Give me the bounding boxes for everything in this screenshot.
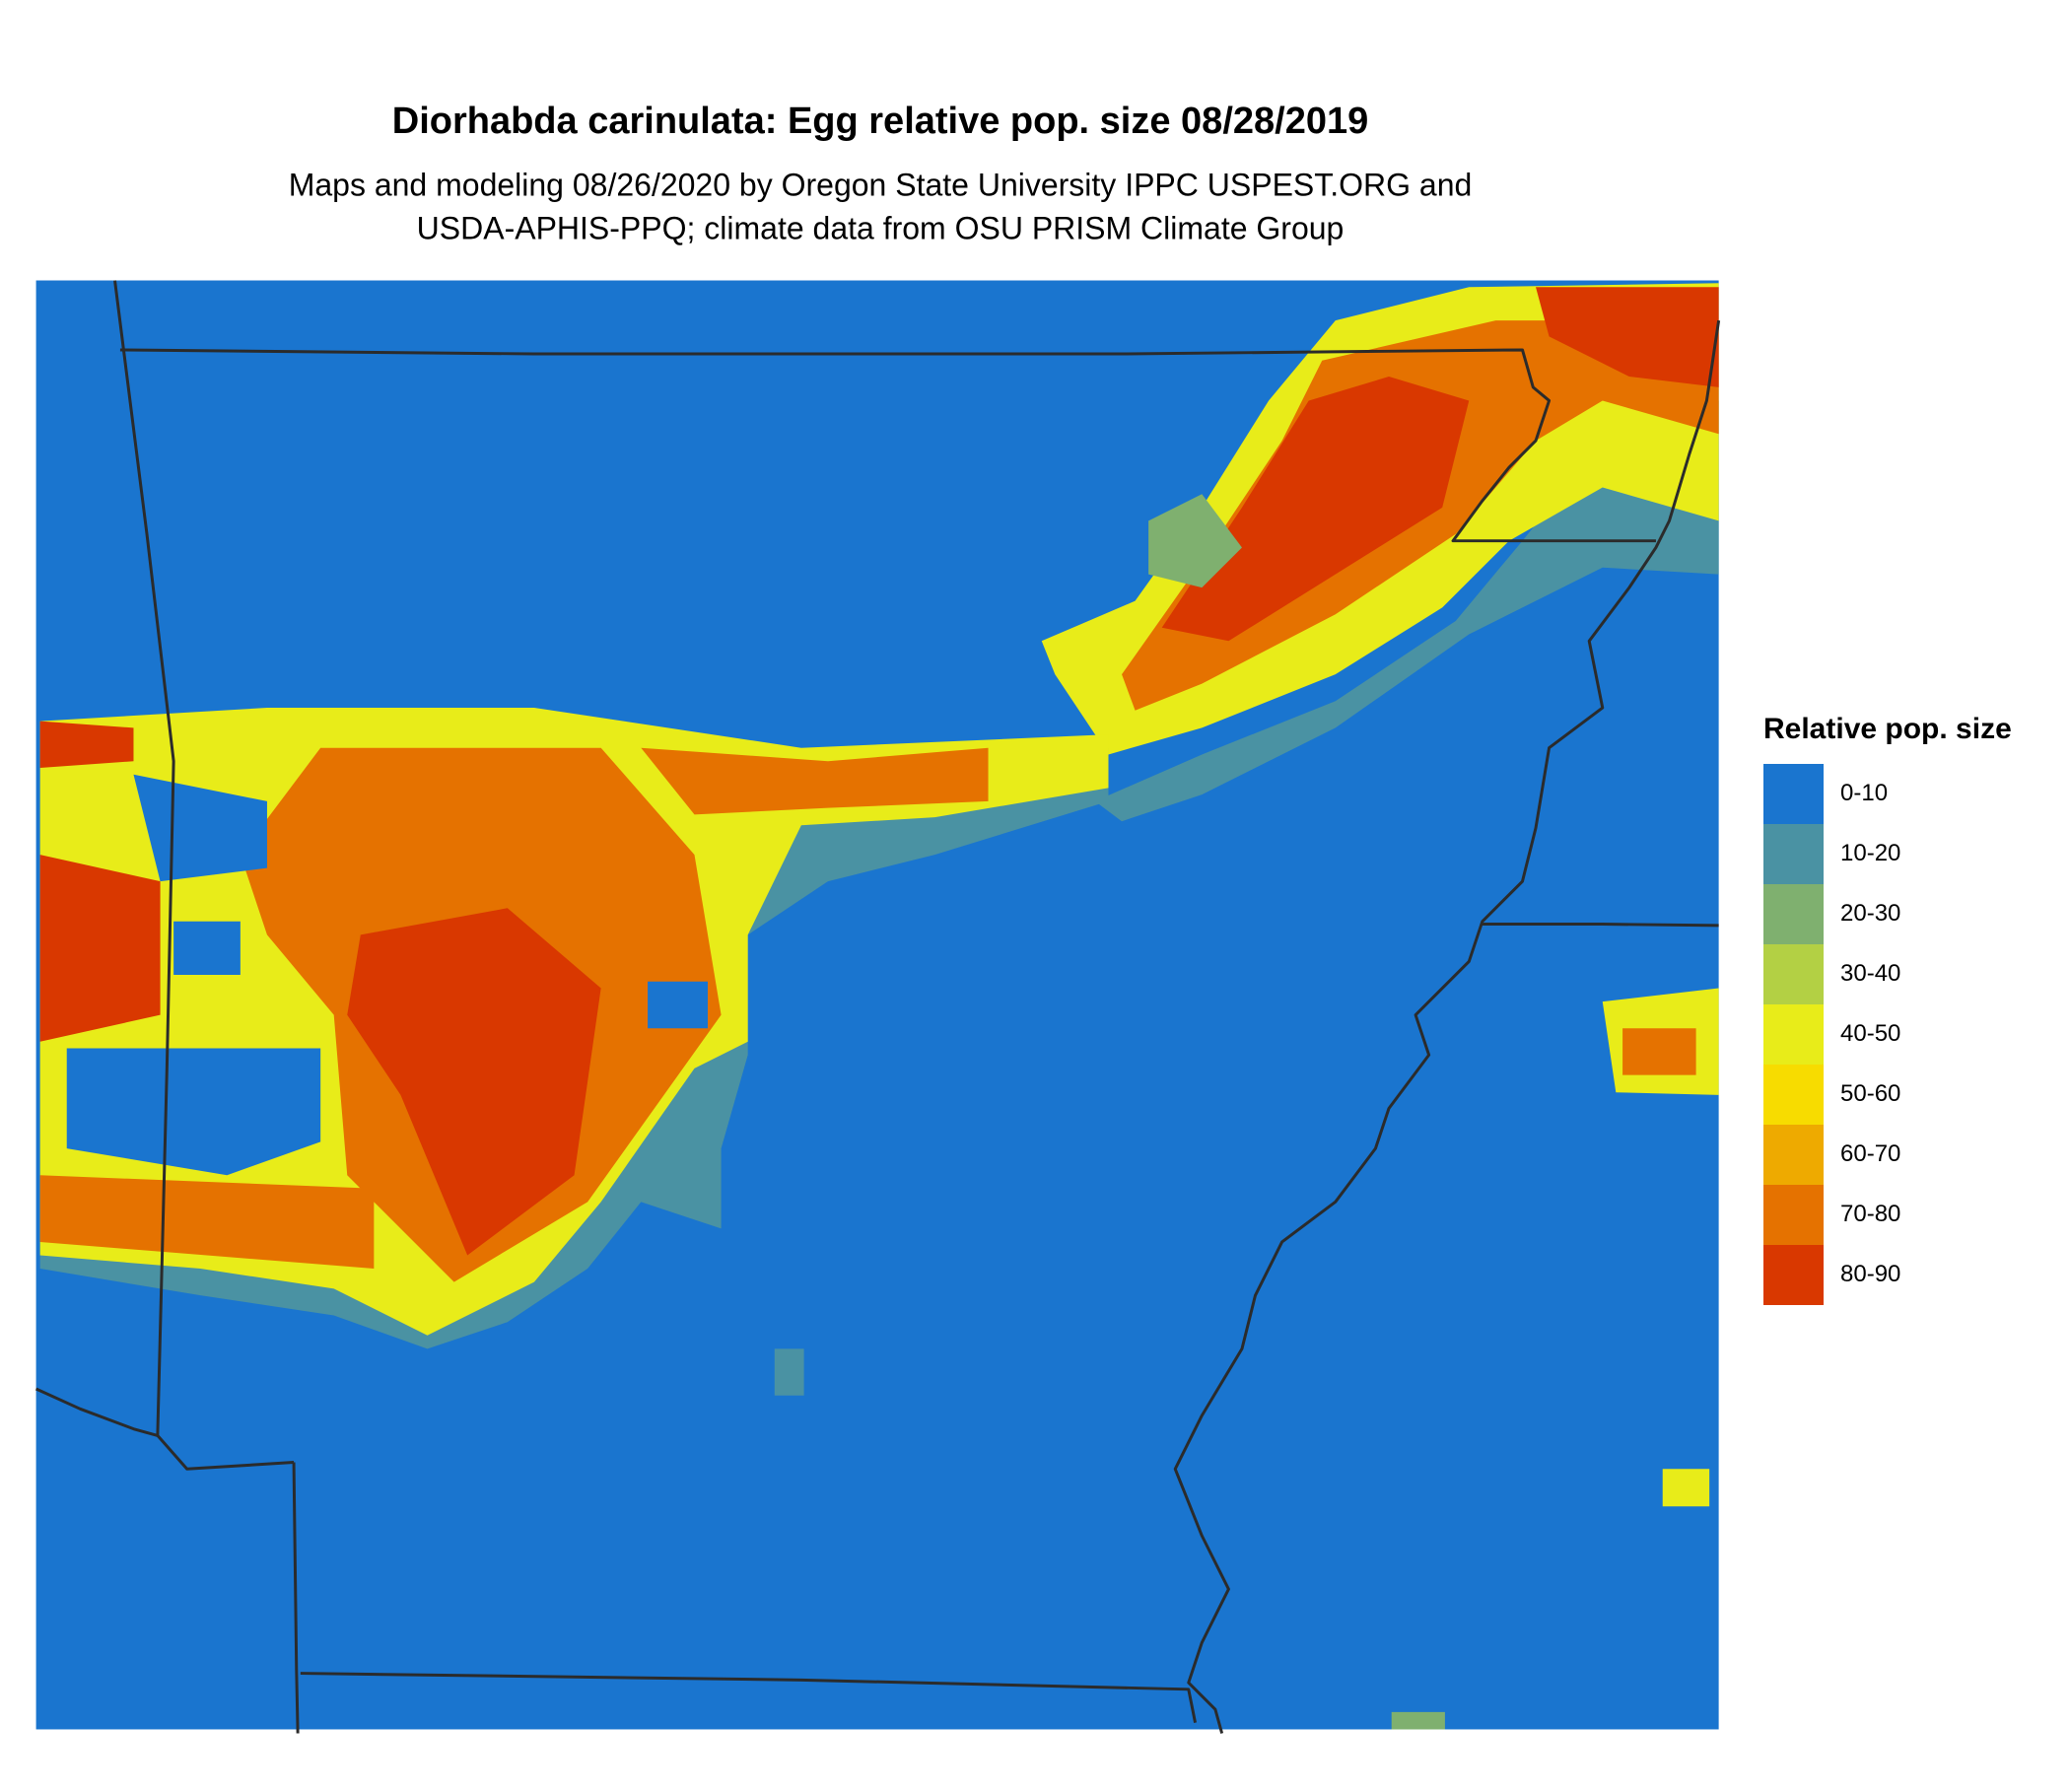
region (1536, 287, 1719, 387)
region (1622, 1028, 1696, 1075)
region (648, 981, 709, 1029)
legend-label: 30-40 (1840, 960, 1900, 987)
map (34, 280, 1721, 1734)
state-border (1482, 923, 1719, 928)
title: Diorhabda carinulata: Egg relative pop. … (392, 101, 1369, 142)
region (173, 921, 241, 976)
region (39, 721, 134, 769)
region (1148, 494, 1242, 588)
region (39, 855, 161, 1042)
legend: 0-10 10-20 20-30 30-40 40-50 50-60 60-70 70-80 8… (1763, 764, 1900, 1305)
legend-label: 50-60 (1840, 1080, 1900, 1107)
state-border (292, 1462, 300, 1734)
legend-label: 10-20 (1840, 840, 1900, 866)
legend-swatch (1763, 1004, 1824, 1065)
state-border (34, 1387, 159, 1437)
legend-label: 0-10 (1840, 780, 1888, 806)
subtitle: Maps and modeling 08/26/2020 by Oregon S… (289, 167, 1473, 202)
legend-swatch (1763, 1125, 1824, 1185)
legend-title: Relative pop. size (1763, 713, 2012, 745)
region (641, 747, 989, 815)
region (774, 1348, 804, 1396)
legend-swatch (1763, 764, 1824, 824)
state-border (300, 1672, 1198, 1723)
legend-swatch (1763, 944, 1824, 1004)
region (347, 908, 601, 1256)
legend-label: 40-50 (1840, 1020, 1900, 1047)
subtitle: USDA-APHIS-PPQ; climate data from OSU PR… (417, 210, 1345, 245)
region (1391, 1711, 1445, 1730)
legend-swatch (1763, 824, 1824, 884)
legend-swatch (1763, 1245, 1824, 1305)
state-border (113, 280, 295, 1471)
region (133, 774, 267, 882)
region (66, 1048, 321, 1176)
state-border (1173, 319, 1721, 1734)
legend-swatch (1763, 1065, 1824, 1125)
legend-swatch (1763, 1185, 1824, 1245)
legend-label: 80-90 (1840, 1261, 1900, 1287)
legend-swatch (1763, 884, 1824, 944)
legend-label: 70-80 (1840, 1201, 1900, 1227)
region (39, 1175, 375, 1270)
state-border (119, 348, 1656, 543)
region (1662, 1469, 1710, 1507)
region (1161, 377, 1470, 642)
legend-label: 20-30 (1840, 900, 1900, 927)
legend-label: 60-70 (1840, 1140, 1900, 1167)
